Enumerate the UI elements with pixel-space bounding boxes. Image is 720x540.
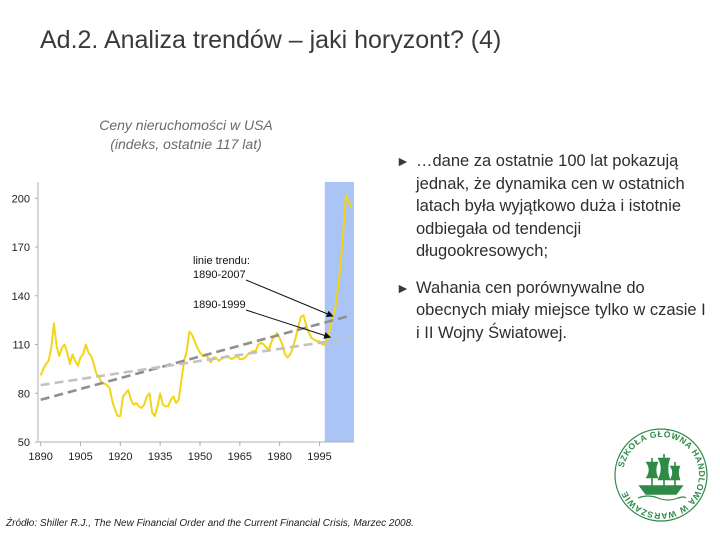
chart-caption: Ceny nieruchomości w USA (indeks, ostatn… — [68, 116, 304, 154]
y-tick-label: 170 — [12, 242, 30, 254]
series-line-index — [39, 194, 353, 417]
shaded-period — [324, 182, 354, 442]
house-price-chart: 50 80 110 140 170 200 1890 1905 1920 1935 1950 1965… — [0, 178, 362, 472]
annotation-trend-heading: linie trendu: — [193, 255, 250, 267]
annotation-trend-1890-2007: 1890-2007 — [193, 269, 246, 281]
bullet-list: ► …dane za ostatnie 100 lat pokazują jed… — [396, 150, 712, 358]
bullet-1: ► …dane za ostatnie 100 lat pokazują jed… — [396, 150, 712, 263]
chart-caption-line2: (indeks, ostatnie 117 lat) — [110, 136, 262, 152]
bullet-2: ► Wahania cen porównywalne do obecnych m… — [396, 277, 712, 345]
x-tick-label: 1965 — [228, 451, 252, 463]
annotation-arrow-1890-2007 — [245, 279, 334, 318]
bullet-arrow-icon: ► — [396, 153, 410, 169]
y-tick-label: 110 — [12, 340, 30, 352]
x-tick-label: 1905 — [68, 451, 92, 463]
x-tick-label: 1980 — [267, 451, 291, 463]
y-tick-label: 200 — [12, 193, 30, 205]
annotation-arrow-1890-1999 — [245, 309, 332, 339]
y-tick-label: 50 — [18, 437, 30, 449]
annotation-trend-1890-1999: 1890-1999 — [193, 299, 246, 311]
source-note: Źródło: Shiller R.J., The New Financial … — [6, 518, 414, 529]
y-tick-label: 140 — [12, 291, 30, 303]
bullet-2-text: Wahania cen porównywalne do obecnych mia… — [416, 278, 706, 342]
x-tick-label: 1995 — [307, 451, 331, 463]
x-tick-label: 1950 — [188, 451, 212, 463]
chart-caption-line1: Ceny nieruchomości w USA — [99, 117, 273, 133]
x-tick-label: 1920 — [108, 451, 132, 463]
x-tick-label: 1935 — [148, 451, 172, 463]
series-line-trend-1890-1999 — [40, 336, 352, 387]
bullet-1-text: …dane za ostatnie 100 lat pokazują jedna… — [416, 152, 685, 260]
sgh-logo: SZKOŁA GŁÓWNA HANDLOWA W WARSZAWIE — [612, 426, 710, 524]
y-tick-label: 80 — [18, 388, 30, 400]
x-tick-label: 1890 — [28, 451, 52, 463]
sgh-logo-icon: SZKOŁA GŁÓWNA HANDLOWA W WARSZAWIE — [614, 428, 708, 522]
chart-svg: 50 80 110 140 170 200 1890 1905 1920 1935 1950 1965… — [12, 182, 354, 463]
series-line-trend-1890-2007 — [40, 314, 352, 402]
slide-title: Ad.2. Analiza trendów – jaki horyzont? (… — [40, 26, 502, 54]
bullet-arrow-icon: ► — [396, 279, 410, 296]
